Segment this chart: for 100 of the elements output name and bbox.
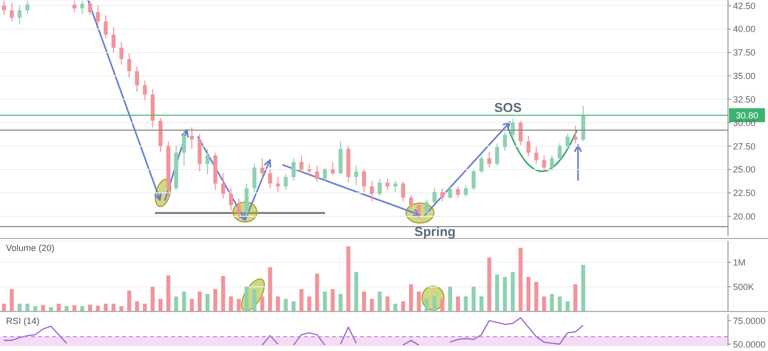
candlestick (424, 198, 429, 215)
y-tick-label: 1M (733, 258, 746, 268)
candlestick (135, 66, 140, 92)
candlestick (550, 154, 554, 171)
bar (432, 296, 436, 311)
bar (581, 264, 586, 311)
bar (276, 296, 280, 311)
candlestick (354, 165, 358, 186)
candlestick (378, 178, 382, 196)
bar (213, 289, 218, 311)
y-tick-label: 27.50 (733, 141, 756, 152)
y-tick-label: 40.00 (733, 24, 756, 34)
bar (72, 305, 76, 311)
candlestick (510, 118, 515, 138)
candlestick (307, 163, 312, 177)
bar (221, 276, 226, 311)
y-tick-label: 50.0000 (733, 339, 766, 350)
candlestick (573, 124, 578, 144)
y-tick-label: 32.50 (733, 94, 756, 104)
bar (558, 296, 562, 311)
candlestick (276, 176, 280, 192)
candlestick (432, 188, 436, 204)
bar (182, 292, 186, 311)
bar (386, 296, 390, 311)
bar (33, 306, 38, 311)
bar (25, 304, 30, 311)
bar (48, 307, 53, 311)
bar (190, 298, 194, 311)
bar (268, 267, 272, 311)
bar (252, 289, 256, 311)
chart-title: RSI (14) (6, 316, 40, 326)
candlestick (236, 198, 241, 222)
bar (456, 296, 460, 311)
bar (104, 304, 108, 311)
bar (393, 304, 398, 311)
candlestick (205, 148, 210, 175)
bar (330, 289, 335, 311)
bar (307, 296, 312, 311)
candlestick (495, 142, 500, 166)
candlestick (330, 162, 335, 176)
candlestick (526, 135, 530, 157)
bar (198, 292, 202, 311)
candlestick (252, 163, 256, 192)
bar (416, 292, 421, 311)
bar (119, 306, 124, 311)
bar (479, 296, 484, 311)
candlestick (534, 146, 538, 164)
bar (424, 298, 429, 311)
bar (573, 284, 578, 311)
bar (284, 298, 288, 311)
candlestick (472, 169, 476, 191)
candlestick (299, 154, 304, 174)
candlestick (112, 26, 116, 53)
candlestick (2, 0, 6, 16)
candlestick (502, 132, 507, 152)
y-tick-label: 42.50 (733, 0, 756, 11)
annotation: SOS (494, 100, 522, 115)
bar (80, 306, 84, 311)
candlestick (440, 188, 444, 202)
y-tick-label: 35.00 (733, 71, 756, 82)
ref-line-label: 30.80 (736, 110, 758, 121)
bar (127, 290, 132, 311)
bar (88, 304, 92, 311)
bar (64, 306, 69, 311)
y-tick-label: 20.00 (733, 212, 756, 222)
candlestick (487, 151, 492, 168)
candlestick (182, 130, 186, 166)
candlestick (292, 158, 296, 182)
candlestick (566, 133, 570, 150)
candlestick (284, 174, 288, 191)
bar (542, 296, 546, 311)
bar (18, 304, 22, 311)
bar (534, 282, 538, 311)
bar (41, 305, 46, 311)
chart-title: Volume (20) (6, 243, 55, 253)
candlestick (393, 180, 398, 192)
bar (96, 306, 100, 311)
candlestick (401, 181, 406, 202)
bar (495, 274, 500, 311)
candlestick (18, 5, 22, 25)
candlestick (558, 142, 562, 161)
y-tick-label: 22.50 (733, 188, 756, 198)
bar (487, 258, 492, 311)
bar (174, 296, 178, 311)
bar (2, 304, 6, 311)
candlestick (104, 14, 108, 39)
candlestick (315, 165, 320, 182)
candlestick (127, 52, 132, 78)
bar (401, 301, 406, 311)
y-tick-label: 500K (733, 282, 754, 292)
candlestick (542, 154, 546, 172)
candlestick (416, 202, 421, 219)
bar (244, 286, 249, 311)
bar (440, 298, 444, 311)
bar (502, 276, 507, 311)
bar (135, 301, 140, 311)
bar (510, 272, 515, 311)
bar (566, 301, 570, 311)
candlestick (409, 195, 414, 210)
bar (112, 304, 116, 311)
